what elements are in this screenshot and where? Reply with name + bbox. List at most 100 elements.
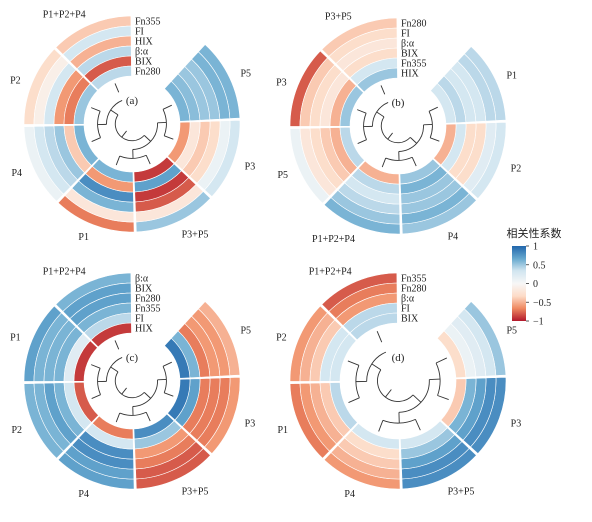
group-label: P5 [507,326,518,337]
ring-label: HIX [135,324,154,335]
group-label: P2 [276,332,287,343]
color-legend: 相关性系数 1 0.5 0 −0.5 −1 [507,226,562,328]
dendrogram-branch [412,394,422,403]
legend-tick-label: −1 [533,317,544,328]
heatmap-cell [440,378,467,428]
ring-label: Fn355 [135,17,161,28]
ring-label: Fn355 [401,274,427,285]
group-label: P4 [78,489,89,500]
group-label: P3+P5 [182,486,209,497]
dendrogram [90,340,174,423]
heatmap-cell [351,422,400,450]
heatmap-cell [356,67,398,93]
legend-title: 相关性系数 [507,226,562,240]
group-label: P5 [241,69,252,80]
ring-label: HIX [135,37,154,48]
dendrogram-branch [110,109,119,116]
panel-a: P5 P3 P3+P5 P1 P4 P2 P1+P2+P4 Fn355FIHIXβ:αBIXF… [10,9,255,243]
dendrogram-branch [114,340,120,350]
dendrogram-branch [428,111,433,138]
group-label: P3 [511,418,522,429]
group-label: P4 [448,231,459,242]
legend-tick-label: −0.5 [533,298,551,309]
dendrogram-branch [115,412,121,423]
heatmap-cell [91,158,134,183]
panel-label: (d) [392,352,405,364]
dendrogram-branch [348,397,360,404]
ring-label: Fn355 [135,304,161,315]
dendrogram-branch [356,109,367,114]
heatmap-cell [357,160,400,185]
dendrogram-branch [121,130,127,138]
dendrogram-branch [380,116,411,144]
dendrogram [347,331,449,432]
panel-d: P5 P3 P3+P5 P4 P1 P2 P1+P2+P4 Fn355Fn280β:αFIBI… [276,266,521,500]
panel-c: P5 P3 P3+P5 P4 P2 P1 P1+P2+P4 β:αBIXFn280Fn355F… [10,266,255,500]
heatmap-cell [436,330,467,379]
dendrogram-branch [347,360,360,366]
heatmap-cell [329,382,358,431]
ring-label: β:α [135,47,149,58]
dendrogram-branch [106,357,123,382]
heatmap-cell [73,381,99,423]
ring-label: Fn355 [401,59,427,70]
group-label: P2 [511,163,522,174]
dendrogram-branch [437,395,449,401]
group-label: P1 [277,425,288,436]
heatmap-cell [91,415,134,440]
dendrogram-branch [115,155,121,166]
ring-label: Fn280 [401,284,427,295]
heatmap-cell [349,312,398,341]
dendrogram-branch [162,109,167,136]
heatmap-cell [90,65,132,91]
heatmap-cell [167,378,191,421]
dendrogram-branch [91,394,101,400]
dendrogram-branch [430,137,440,142]
dendrogram-branch [143,392,152,399]
panel-label: (b) [392,97,405,109]
dendrogram-branch [110,366,119,373]
dendrogram-branch [91,137,101,143]
dendrogram-branch [145,412,151,422]
dendrogram-branch [162,361,172,367]
ring-label: BIX [135,284,153,295]
dendrogram-branch [164,392,174,397]
dendrogram-branch [164,135,174,140]
heatmap-cell [133,413,175,440]
panel-label: (a) [126,95,139,107]
group-label: P4 [344,489,355,500]
panel-b: P1 P2 P4 P1+P2+P4 P5 P3 P3+P5 Fn280FIβ:αBIXFn35… [276,11,521,245]
dendrogram-branch [132,379,158,407]
panel-label: (c) [126,352,139,364]
group-label: P5 [277,170,288,181]
dendrogram-branch [377,369,414,402]
ring-label: FI [135,27,144,38]
heatmap-cell [433,123,457,166]
group-label: P2 [10,75,21,86]
ring-label: Fn280 [135,67,161,78]
dendrogram-branch [381,157,387,168]
dendrogram-branch [162,104,172,110]
dendrogram-branch [378,420,384,432]
ring-label: FI [135,314,144,325]
heatmap-cell [133,156,175,183]
dendrogram-branch [132,122,158,150]
dendrogram-branch [162,366,167,393]
legend-tick-label: 1 [533,242,538,253]
ring-label: β:α [135,274,149,285]
dendrogram-branch [106,100,123,125]
dendrogram-branch [114,114,145,142]
ring-label: β:α [401,294,415,305]
dendrogram-branch [372,102,389,127]
dendrogram-branch [143,135,152,142]
ring-label: β:α [401,39,415,50]
dendrogram-branch [114,371,145,399]
group-label: P1+P2+P4 [309,266,352,277]
group-label: P3+P5 [182,229,209,240]
dendrogram-branch [387,132,393,140]
dendrogram [90,83,174,166]
heatmap-cell [400,420,448,450]
dendrogram-branch [90,107,101,112]
dendrogram-branch [385,389,392,398]
